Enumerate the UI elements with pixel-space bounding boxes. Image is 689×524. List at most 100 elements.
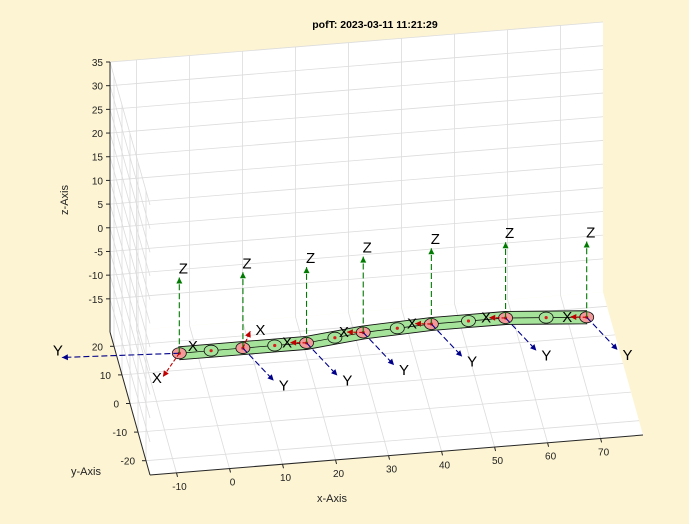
- y-arrow-head: [530, 344, 537, 351]
- grid-line: [109, 298, 151, 442]
- x-arrow-head: [489, 314, 496, 321]
- grid-line: [109, 156, 151, 300]
- data-point: [273, 343, 277, 348]
- z-tick-label: 5: [97, 200, 103, 211]
- x-tick-mark: [282, 464, 285, 469]
- x-tick-mark: [441, 451, 444, 456]
- x-tick-mark: [335, 459, 338, 465]
- x-arrow-head: [245, 331, 251, 338]
- y-arrow: [61, 352, 180, 359]
- x-tick-mark: [547, 442, 550, 447]
- grid-line: [109, 163, 604, 205]
- z-axis-label-6: Z: [586, 224, 595, 241]
- x-arrow-head: [346, 329, 353, 336]
- x-axis-label: x-Axis: [317, 493, 347, 505]
- grid-line: [109, 203, 151, 348]
- grid-line: [109, 187, 604, 229]
- y-arrow: [505, 317, 537, 351]
- z-arrow-head: [303, 267, 310, 274]
- y-axis-label: y-Axis: [71, 466, 101, 478]
- x-arrow-head: [570, 313, 577, 320]
- x-tick-label: 40: [439, 460, 451, 471]
- grid-line: [129, 363, 624, 404]
- data-point: [333, 336, 337, 340]
- z-tick-label: 10: [92, 176, 104, 187]
- grid-line: [121, 334, 616, 376]
- x-tick-label: 10: [280, 473, 292, 484]
- x-tick-mark: [229, 468, 232, 473]
- y-arrow-head: [387, 358, 395, 366]
- grid-line: [137, 391, 632, 433]
- y-axis-label-4: Y: [467, 354, 477, 371]
- z-tick-label: -10: [89, 271, 104, 282]
- y-axis-label-0: Y: [53, 342, 63, 359]
- z-tick-label: 25: [92, 105, 104, 116]
- grid-line: [109, 61, 151, 206]
- data-point: [544, 316, 548, 320]
- y-tick-label: 0: [113, 400, 119, 411]
- y-arrow: [242, 347, 275, 382]
- grid-line: [109, 92, 604, 134]
- z-arrow-head: [176, 277, 183, 284]
- grid-line: [109, 211, 604, 252]
- x-tick-label: -10: [172, 482, 187, 493]
- x-tick-mark: [388, 455, 391, 460]
- y-arrow: [430, 323, 463, 357]
- grid-line: [109, 132, 151, 277]
- x-tick-label: 20: [333, 469, 345, 480]
- back-wall-pane: [110, 22, 603, 332]
- x-tick-label: 30: [386, 465, 398, 476]
- y-axis-label-5: Y: [541, 348, 551, 365]
- x-axis-label-4: X: [407, 316, 417, 333]
- z-axis-label-5: Z: [505, 225, 514, 242]
- z-axis-label-3: Z: [363, 240, 372, 257]
- x-tick-label: 50: [492, 456, 504, 467]
- z-tick-label: -15: [89, 295, 104, 306]
- x-arrow: [162, 352, 180, 378]
- grid-line: [109, 234, 604, 276]
- axes-panes: [110, 22, 643, 475]
- x-tick-mark: [600, 438, 603, 443]
- grid-line: [109, 116, 604, 158]
- z-arrow-head: [428, 248, 435, 255]
- axis-edge: [149, 434, 644, 476]
- tick-labels: -10 0 10 20 30 40 50 60 70 -20 -10 0 10 20 -15 -10 -5 0 5 1…: [89, 58, 610, 493]
- y-axis-label-6: Y: [622, 347, 632, 364]
- x-tick-label: 60: [545, 452, 557, 463]
- y-tick-label: 20: [92, 342, 104, 353]
- y-arrow: [362, 332, 395, 366]
- grid-line: [109, 45, 604, 87]
- z-arrow-head: [583, 241, 590, 248]
- y-axis-label-2: Y: [342, 373, 352, 390]
- x-tick-label: 70: [598, 447, 610, 458]
- y-tick-label: -20: [121, 457, 136, 468]
- y-tick-label: -10: [113, 428, 128, 439]
- grid-line: [109, 180, 151, 324]
- x-tick-label: 0: [230, 478, 236, 489]
- z-axis-label-2: Z: [306, 250, 315, 267]
- grid-line: [109, 68, 604, 110]
- data-point: [209, 349, 213, 353]
- z-tick-label: 0: [97, 224, 103, 235]
- z-tick-label: -5: [94, 247, 103, 258]
- x-arrow-head: [414, 320, 422, 327]
- z-arrow-head: [502, 242, 509, 249]
- y-arrow-head: [611, 343, 618, 350]
- x-arrow-head: [162, 370, 169, 377]
- grid-line: [109, 109, 151, 253]
- z-tick-label: 20: [92, 129, 104, 140]
- z-axis-label-0: Z: [179, 260, 188, 277]
- z-arrow-head: [239, 272, 246, 279]
- z-axis-label: z-Axis: [59, 185, 71, 215]
- y-tick-label: 10: [100, 371, 112, 382]
- y-arrow-head: [61, 354, 68, 361]
- y-arrow-head: [331, 369, 338, 376]
- z-axis-label-1: Z: [242, 255, 251, 272]
- x-tick-mark: [176, 472, 178, 477]
- grid-line: [109, 275, 151, 419]
- z-arrow-head: [360, 256, 367, 263]
- y-arrow: [586, 316, 618, 351]
- grid-line: [109, 21, 604, 63]
